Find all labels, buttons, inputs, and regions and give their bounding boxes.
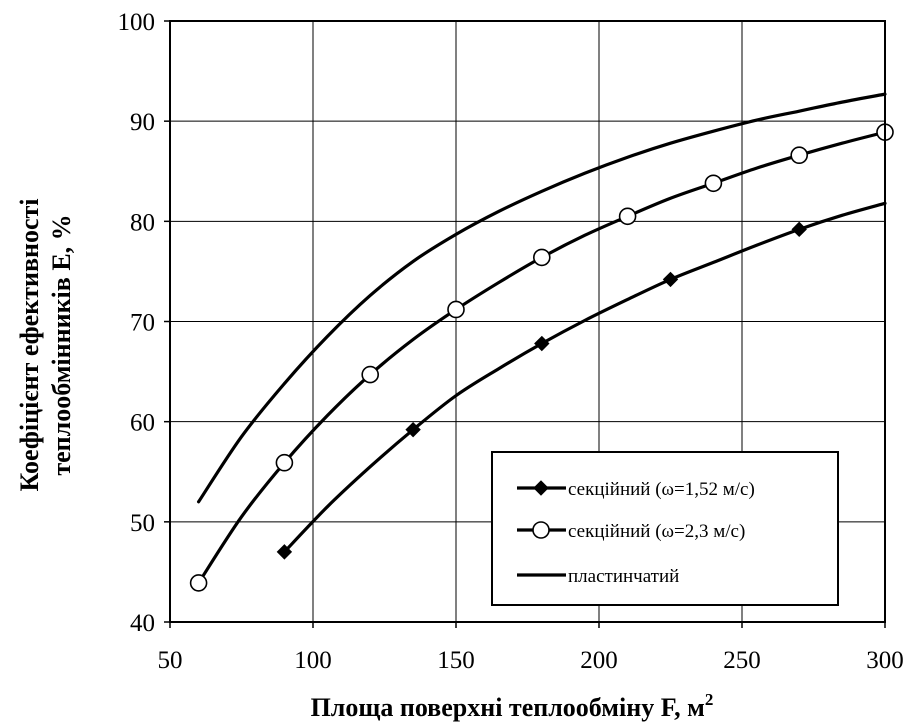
data-point-series-2 [790,146,809,165]
data-point-series-2 [361,365,380,384]
x-tick-label: 150 [437,647,475,674]
y-tick-label: 80 [130,209,155,236]
series-line-3 [197,92,887,504]
data-point-series-1 [276,544,293,560]
plot-frame [169,20,886,623]
series-line-1 [282,201,887,554]
data-point-series-1 [534,335,550,352]
y-tick-label: 90 [130,109,155,136]
x-tick-label: 100 [294,647,332,674]
y-tick-label: 60 [130,410,155,437]
x-axis-title: Площа поверхні теплообміну F, м2 [311,690,714,722]
legend-label-3: пластинчатий [568,566,679,587]
legend-marker-1 [533,480,549,496]
data-point-series-2 [618,207,637,226]
data-point-series-1 [405,421,421,438]
legend-label-2: секційний (ω=2,3 м/с) [568,521,745,542]
legend-label-1: секційний (ω=1,52 м/с) [568,479,755,500]
data-point-series-2 [189,574,208,592]
y-tick-label: 70 [130,310,155,337]
data-point-series-2 [704,174,723,193]
data-point-series-1 [662,271,679,288]
grid [164,20,886,628]
y-tick-label: 100 [118,9,156,36]
x-tick-label: 200 [580,647,618,674]
y-tick-label: 50 [130,510,155,537]
data-point-series-2 [447,300,465,319]
legend-marker-2 [532,521,550,539]
y-axis-title-line-2: теплообмінників E, % [47,214,76,475]
x-tick-label: 300 [866,647,904,674]
data-point-series-1 [791,221,807,238]
y-tick-label: 40 [130,610,155,637]
data-point-series-2 [275,453,294,472]
x-tick-label: 50 [158,647,183,674]
legend: секційний (ω=1,52 м/с) секційний (ω=2,3 м… [491,451,839,606]
x-tick-label: 250 [723,647,761,674]
data-point-series-2 [532,248,551,267]
y-axis-title-line-1: Коефіцієнт ефективності [15,199,44,492]
series-markers [189,123,894,592]
